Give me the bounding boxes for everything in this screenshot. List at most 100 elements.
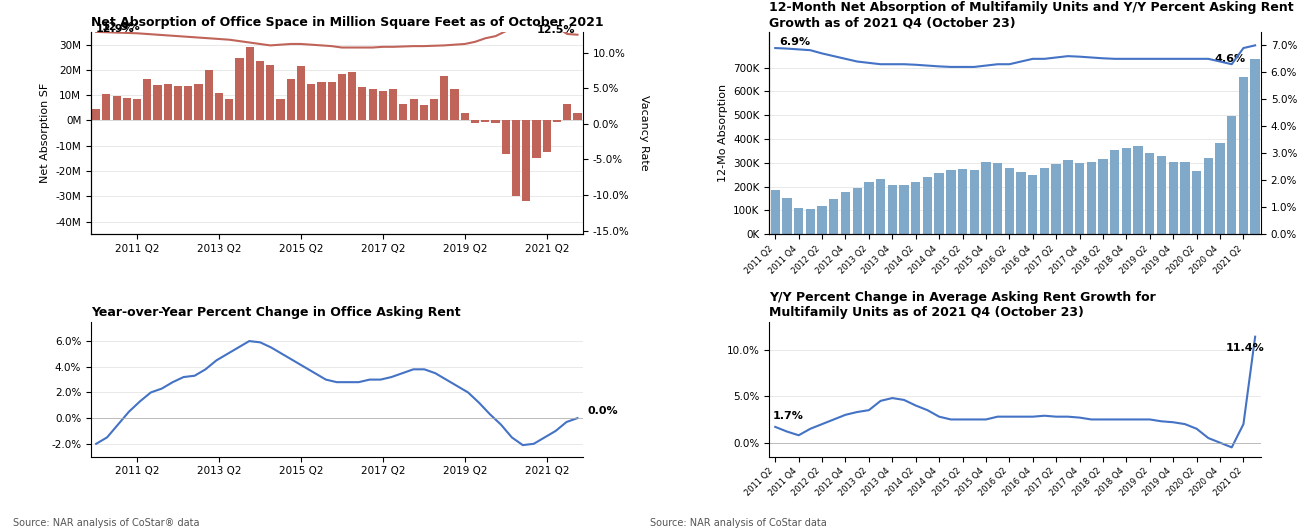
Bar [256,61,264,121]
Bar [1040,167,1049,234]
Bar [164,84,172,121]
Bar [122,98,131,121]
Bar [133,99,142,121]
Bar [368,89,377,121]
Bar [512,121,520,196]
Bar [204,70,213,121]
Text: Year-over-Year Percent Change in Office Asking Rent: Year-over-Year Percent Change in Office … [91,306,460,319]
Y-axis label: Net Absorption SF: Net Absorption SF [40,83,49,183]
Bar [993,162,1002,234]
Bar [806,209,815,234]
Bar [573,113,581,121]
Bar [923,177,932,234]
Text: 12.9%: 12.9% [96,24,135,34]
Bar [410,99,417,121]
Bar [1227,116,1236,234]
Text: 12.5%: 12.5% [537,24,575,35]
Text: Source: NAR analysis of CoStar® data: Source: NAR analysis of CoStar® data [13,518,199,528]
Bar [113,96,121,121]
Bar [876,179,885,234]
Bar [1251,59,1260,234]
Bar [1017,172,1026,234]
Bar [1098,159,1108,234]
Bar [523,121,530,201]
Bar [451,89,459,121]
Bar [185,86,192,121]
Bar [214,92,224,121]
Bar [794,208,803,234]
Bar [841,193,850,234]
Bar [982,161,991,234]
Bar [1052,164,1061,234]
Text: 6.9%: 6.9% [779,37,810,47]
Bar [1192,171,1201,234]
Bar [286,79,295,121]
Bar [829,199,838,234]
Bar [460,113,469,121]
Text: 1.7%: 1.7% [774,412,803,422]
Bar [296,66,306,121]
Bar [935,174,944,234]
Bar [1063,160,1072,234]
Bar [328,82,335,121]
Bar [235,58,243,121]
Bar [888,185,897,234]
Bar [1145,153,1154,234]
Bar [225,99,234,121]
Y-axis label: 12-Mo Absorption: 12-Mo Absorption [718,84,728,182]
Bar [771,190,780,234]
Bar [533,121,541,158]
Bar [317,82,325,121]
Bar [471,121,480,123]
Text: 12-Month Net Absorption of Multifamily Units and Y/Y Percent Asking Rent
Growth : 12-Month Net Absorption of Multifamily U… [770,1,1294,29]
Text: 11.4%: 11.4% [1226,342,1265,353]
Bar [1216,143,1225,234]
Bar [389,89,398,121]
Bar [1122,149,1131,234]
Bar [1204,158,1213,234]
Bar [818,205,827,234]
Bar [970,170,979,234]
Bar [491,121,499,123]
Bar [1028,175,1037,234]
Bar [420,105,428,121]
Bar [1169,161,1178,234]
Bar [378,91,387,121]
Bar [1134,146,1143,234]
Bar [277,99,285,121]
Text: Y/Y Percent Change in Average Asking Rent Growth for
Multifamily Units as of 202: Y/Y Percent Change in Average Asking Ren… [770,291,1156,319]
Text: 12.9%: 12.9% [101,22,140,32]
Bar [853,188,862,234]
Bar [92,109,100,121]
Bar [1180,161,1190,234]
Bar [1157,156,1166,234]
Bar [1075,162,1084,234]
Bar [143,79,151,121]
Bar [399,104,407,121]
Bar [911,182,920,234]
Bar [103,94,111,121]
Bar [359,88,367,121]
Text: Net Absorption of Office Space in Million Square Feet as of October 2021: Net Absorption of Office Space in Millio… [91,16,603,29]
Bar [563,104,571,121]
Bar [900,185,909,234]
Text: 4.6%: 4.6% [1214,54,1245,64]
Text: Source: NAR analysis of CoStar data: Source: NAR analysis of CoStar data [650,518,827,528]
Bar [338,74,346,121]
Bar [1110,150,1119,234]
Bar [1005,167,1014,234]
Bar [174,86,182,121]
Bar [348,72,356,121]
Bar [542,121,551,152]
Bar [783,199,792,234]
Bar [246,47,254,121]
Bar [864,182,874,234]
Bar [1087,161,1096,234]
Bar [1239,77,1248,234]
Y-axis label: Vacancy Rate: Vacancy Rate [638,95,649,171]
Bar [266,65,274,121]
Bar [441,76,448,121]
Bar [153,85,161,121]
Bar [307,84,316,121]
Bar [502,121,510,155]
